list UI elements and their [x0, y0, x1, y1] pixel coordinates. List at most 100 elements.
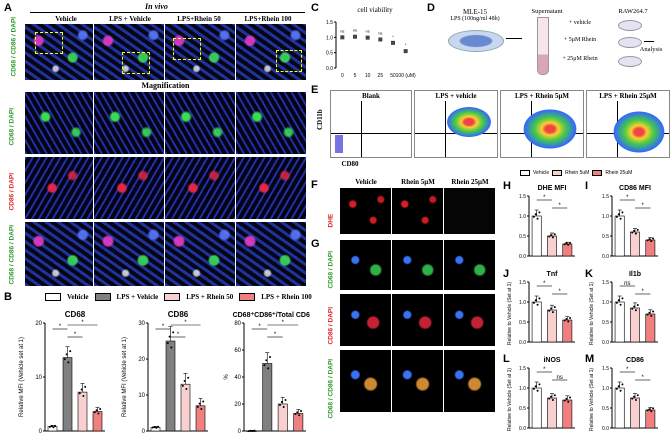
- xtick-label-C-2: 10: [365, 73, 371, 79]
- in-vivo-header: In vivo: [145, 2, 168, 11]
- d-treatment: LPS (100ng/ml 48h): [450, 16, 500, 22]
- ytick-label-B3-2: 40: [234, 375, 241, 381]
- point-B1-0-0: [48, 425, 51, 428]
- micrograph-a4-3: [165, 222, 235, 286]
- point-B1-0-3: [54, 424, 57, 427]
- point-L-2-2: [567, 400, 570, 403]
- point-H-2-0: [563, 243, 566, 246]
- flow-plot-lps: LPS + vehicle: [414, 90, 498, 158]
- micrograph-a2-3: [165, 92, 235, 154]
- sig-mark-H-1: *: [558, 203, 561, 209]
- point-K-1-0: [631, 307, 634, 310]
- point-L-0-1: [534, 385, 537, 388]
- row-label-g2: CD86 / DAPI: [327, 306, 335, 345]
- point-I-2-3: [652, 237, 655, 240]
- point-B3-0-3: [253, 429, 256, 432]
- micrograph-a1-rhein100: [236, 24, 306, 80]
- point-I-2-2: [650, 240, 653, 243]
- ytick-label-C-3: 1.5: [326, 20, 333, 26]
- sig-mark-I-1: *: [641, 203, 644, 209]
- bar-B2-2: [180, 383, 191, 432]
- micrograph-g1-2: [392, 240, 443, 290]
- point-M-0-3: [621, 383, 624, 386]
- bar-J-0: [531, 301, 542, 343]
- bar-B3-2: [277, 403, 288, 432]
- point-C-1: [353, 34, 357, 39]
- sig-C-2: ns: [366, 29, 370, 34]
- point-B1-0-2: [52, 426, 55, 429]
- point-B1-3-3: [99, 407, 102, 410]
- ytick-label-K-1: 0.5: [602, 320, 609, 326]
- point-L-0-3: [538, 383, 541, 386]
- xtick-label-C-3: 25: [378, 73, 384, 79]
- point-K-2-3: [652, 310, 655, 313]
- ytick-label-M-3: 1.5: [602, 366, 609, 372]
- point-K-1-2: [634, 309, 637, 312]
- sig-C-3: ns: [378, 30, 382, 35]
- point-K-0-3: [621, 297, 624, 300]
- sig-C-4: *: [392, 34, 394, 39]
- point-H-2-1: [565, 242, 568, 245]
- chart-m: CD86 0.0 0.5 1.0 1.5 * *: [602, 357, 658, 432]
- fg-col-25: Rhein 25μM: [451, 178, 489, 186]
- ytick-label-L-0: 0.0: [519, 426, 526, 432]
- bar-J-2: [562, 319, 573, 343]
- micrograph-a4-2: [94, 222, 164, 286]
- point-H-1-2: [551, 236, 554, 239]
- point-B2-3-2: [200, 408, 203, 411]
- sig-mark-L-0: *: [543, 367, 546, 373]
- col-label-vehicle: Vehicle: [55, 15, 77, 23]
- point-B1-3-1: [95, 409, 98, 412]
- chart-ylabel-B3: %: [224, 374, 230, 380]
- micrograph-g3-3: [444, 350, 495, 412]
- bar-K-0: [614, 301, 625, 343]
- point-L-2-3: [569, 396, 572, 399]
- sig-mark-M-1: *: [641, 375, 644, 381]
- chart-title-L: iNOS: [543, 357, 560, 364]
- point-B2-0-3: [157, 425, 160, 428]
- point-K-2-0: [646, 313, 649, 316]
- flow-plot-rhein5: LPS + Rhein 5μM: [500, 90, 584, 158]
- point-M-1-2: [634, 399, 637, 402]
- ytick-label-C-0: 0.0: [326, 66, 333, 72]
- point-C-2: [365, 35, 370, 40]
- petri-dish-icon: [448, 30, 504, 52]
- micrograph-a3-2: [94, 157, 164, 219]
- row-label-a3: CD86 / DAPI: [8, 172, 16, 211]
- sig-C-0: ns: [340, 28, 344, 33]
- point-I-0-1: [617, 213, 620, 216]
- chart-title-J: Tnf: [547, 271, 559, 278]
- micrograph-g2-1: [340, 294, 391, 346]
- chart-c-title: cell viability: [357, 6, 393, 14]
- legend-vehicle: Vehicle: [67, 293, 89, 301]
- legend-hm-5: Rhein 5uM: [565, 170, 590, 176]
- ytick-label-L-2: 1.0: [519, 386, 526, 392]
- chart-title-M: CD86: [626, 357, 644, 364]
- point-B2-0-1: [153, 426, 156, 429]
- legend-r100: LPS + Rhein 100: [261, 293, 312, 301]
- e-xlabel: CD80: [341, 160, 359, 168]
- point-B3-0-1: [249, 429, 252, 432]
- legend-b: Vehicle LPS + Vehicle LPS + Rhein 50 LPS…: [45, 293, 312, 301]
- point-B2-0-0: [151, 426, 154, 429]
- legend-hm-vehicle: Vehicle: [533, 170, 550, 176]
- legend-hm-25: Rhein 25uM: [605, 170, 633, 176]
- sig-mark-B3-0: *: [258, 324, 261, 330]
- d-supernatant: Supernatant: [531, 8, 563, 15]
- point-K-0-2: [619, 303, 622, 306]
- point-H-0-3: [538, 211, 541, 214]
- micrograph-a1-rhein50: [165, 24, 235, 80]
- point-B2-2-3: [187, 376, 190, 379]
- point-B3-2-3: [284, 398, 287, 401]
- legend-swatch-vehicle: [45, 293, 61, 301]
- ytick-label-K-3: 1.5: [602, 280, 609, 286]
- point-J-0-3: [538, 297, 541, 300]
- ytick-label-L-1: 0.5: [519, 406, 526, 412]
- bar-K-1: [630, 307, 640, 343]
- point-M-0-1: [617, 385, 620, 388]
- chart-i: CD86 MFI 0.0 0.5 1.0 1.5 * *: [602, 185, 658, 260]
- point-J-0-0: [532, 301, 535, 304]
- point-B1-2-1: [80, 388, 83, 391]
- point-B2-2-1: [183, 379, 186, 382]
- point-L-2-0: [563, 399, 566, 402]
